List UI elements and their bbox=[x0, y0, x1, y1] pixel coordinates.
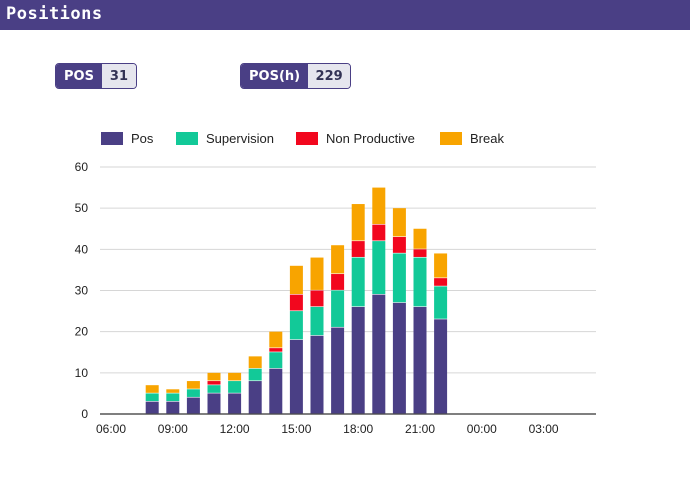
bar-non-productive-1800 bbox=[351, 241, 365, 257]
bar-non-productive-1900 bbox=[372, 224, 386, 241]
y-tick-label: 20 bbox=[75, 325, 89, 339]
bar-break-1500 bbox=[289, 265, 303, 295]
bar-break-2100 bbox=[413, 228, 427, 249]
legend-label: Supervision bbox=[206, 131, 274, 146]
kpi-posh-label: POS(h) bbox=[241, 64, 309, 88]
bar-supervision-2200 bbox=[434, 286, 448, 319]
bar-break-1900 bbox=[372, 187, 386, 225]
positions-chart: Pos Supervision Non Productive Break 0 10 20 3… bbox=[75, 131, 596, 436]
bar-break-1300 bbox=[248, 356, 262, 369]
x-tick-label: 18:00 bbox=[343, 422, 373, 436]
bar-pos-1200 bbox=[228, 393, 242, 414]
bar-pos-1500 bbox=[289, 339, 303, 414]
legend-swatch bbox=[440, 132, 462, 145]
bar-pos-2200 bbox=[434, 319, 448, 414]
y-tick-label: 10 bbox=[75, 366, 89, 380]
legend-swatch bbox=[176, 132, 198, 145]
bar-pos-1900 bbox=[372, 294, 386, 414]
legend-label: Non Productive bbox=[326, 131, 415, 146]
chart-grid: 0 10 20 30 40 50 60 bbox=[75, 160, 596, 421]
kpi-pos-value: 31 bbox=[101, 64, 136, 88]
x-axis: 06:00 09:00 12:00 15:00 18:00 21:00 00:00 03:00 bbox=[96, 422, 559, 436]
bar-supervision-1400 bbox=[269, 352, 283, 369]
y-tick-label: 60 bbox=[75, 160, 89, 174]
x-tick-label: 00:00 bbox=[467, 422, 497, 436]
bar-non-productive-2200 bbox=[434, 278, 448, 286]
bar-break-1800 bbox=[351, 204, 365, 241]
bar-supervision-1600 bbox=[310, 306, 324, 336]
x-tick-label: 15:00 bbox=[281, 422, 311, 436]
page-title: Positions bbox=[6, 4, 103, 24]
bar-break-1600 bbox=[310, 257, 324, 290]
bar-supervision-2000 bbox=[392, 253, 406, 303]
bar-supervision-0800 bbox=[145, 393, 159, 402]
legend-label: Pos bbox=[131, 131, 154, 146]
bar-non-productive-1600 bbox=[310, 290, 324, 307]
x-tick-label: 21:00 bbox=[405, 422, 435, 436]
x-tick-label: 09:00 bbox=[158, 422, 188, 436]
bar-supervision-1000 bbox=[186, 389, 200, 397]
bar-break-0800 bbox=[145, 385, 159, 393]
bar-supervision-2100 bbox=[413, 257, 427, 307]
legend-item-non-productive: Non Productive bbox=[296, 131, 415, 146]
legend-item-supervision: Supervision bbox=[176, 131, 274, 146]
bar-break-1700 bbox=[331, 245, 345, 274]
bar-break-1400 bbox=[269, 331, 283, 348]
legend-item-break: Break bbox=[440, 131, 504, 146]
legend-swatch bbox=[101, 132, 123, 145]
bar-non-productive-1500 bbox=[289, 294, 303, 311]
bar-pos-1700 bbox=[331, 327, 345, 414]
bar-supervision-1100 bbox=[207, 385, 221, 393]
legend-swatch bbox=[296, 132, 318, 145]
bar-pos-1800 bbox=[351, 306, 365, 414]
bar-pos-2100 bbox=[413, 306, 427, 414]
bar-supervision-1800 bbox=[351, 257, 365, 307]
chart-bars bbox=[145, 187, 448, 414]
kpi-posh-value: 229 bbox=[308, 64, 351, 88]
bar-non-productive-2100 bbox=[413, 249, 427, 257]
kpi-pos: POS 31 bbox=[55, 63, 137, 89]
bar-non-productive-1700 bbox=[331, 274, 345, 290]
y-tick-label: 50 bbox=[75, 201, 89, 215]
x-tick-label: 12:00 bbox=[220, 422, 250, 436]
x-tick-label: 03:00 bbox=[529, 422, 559, 436]
bar-pos-1600 bbox=[310, 335, 324, 414]
bar-break-1200 bbox=[228, 372, 242, 381]
chart-legend: Pos Supervision Non Productive Break bbox=[101, 131, 504, 146]
bar-supervision-1200 bbox=[228, 381, 242, 393]
bar-supervision-0900 bbox=[166, 393, 180, 402]
bar-supervision-1700 bbox=[331, 290, 345, 327]
bar-break-1100 bbox=[207, 372, 221, 381]
header-bar: Positions bbox=[0, 0, 690, 30]
y-tick-label: 0 bbox=[81, 407, 88, 421]
bar-pos-2000 bbox=[392, 302, 406, 414]
x-tick-label: 06:00 bbox=[96, 422, 126, 436]
legend-item-pos: Pos bbox=[101, 131, 154, 146]
bar-non-productive-1400 bbox=[269, 348, 283, 352]
bar-pos-0900 bbox=[166, 401, 180, 414]
bar-break-2000 bbox=[392, 208, 406, 237]
bar-break-2200 bbox=[434, 253, 448, 278]
bar-pos-1400 bbox=[269, 368, 283, 414]
y-tick-label: 30 bbox=[75, 284, 89, 298]
bar-pos-0800 bbox=[145, 401, 159, 414]
bar-supervision-1300 bbox=[248, 368, 262, 381]
bar-pos-1000 bbox=[186, 397, 200, 414]
bar-supervision-1900 bbox=[372, 241, 386, 295]
bar-non-productive-2000 bbox=[392, 236, 406, 253]
bar-supervision-1500 bbox=[289, 311, 303, 340]
bar-pos-1300 bbox=[248, 381, 262, 414]
bar-break-0900 bbox=[166, 389, 180, 393]
legend-label: Break bbox=[470, 131, 504, 146]
bar-pos-1100 bbox=[207, 393, 221, 414]
kpi-posh: POS(h) 229 bbox=[240, 63, 352, 89]
y-tick-label: 40 bbox=[75, 242, 89, 256]
bar-non-productive-1100 bbox=[207, 381, 221, 385]
kpi-pos-label: POS bbox=[56, 64, 102, 88]
bar-break-1000 bbox=[186, 381, 200, 389]
